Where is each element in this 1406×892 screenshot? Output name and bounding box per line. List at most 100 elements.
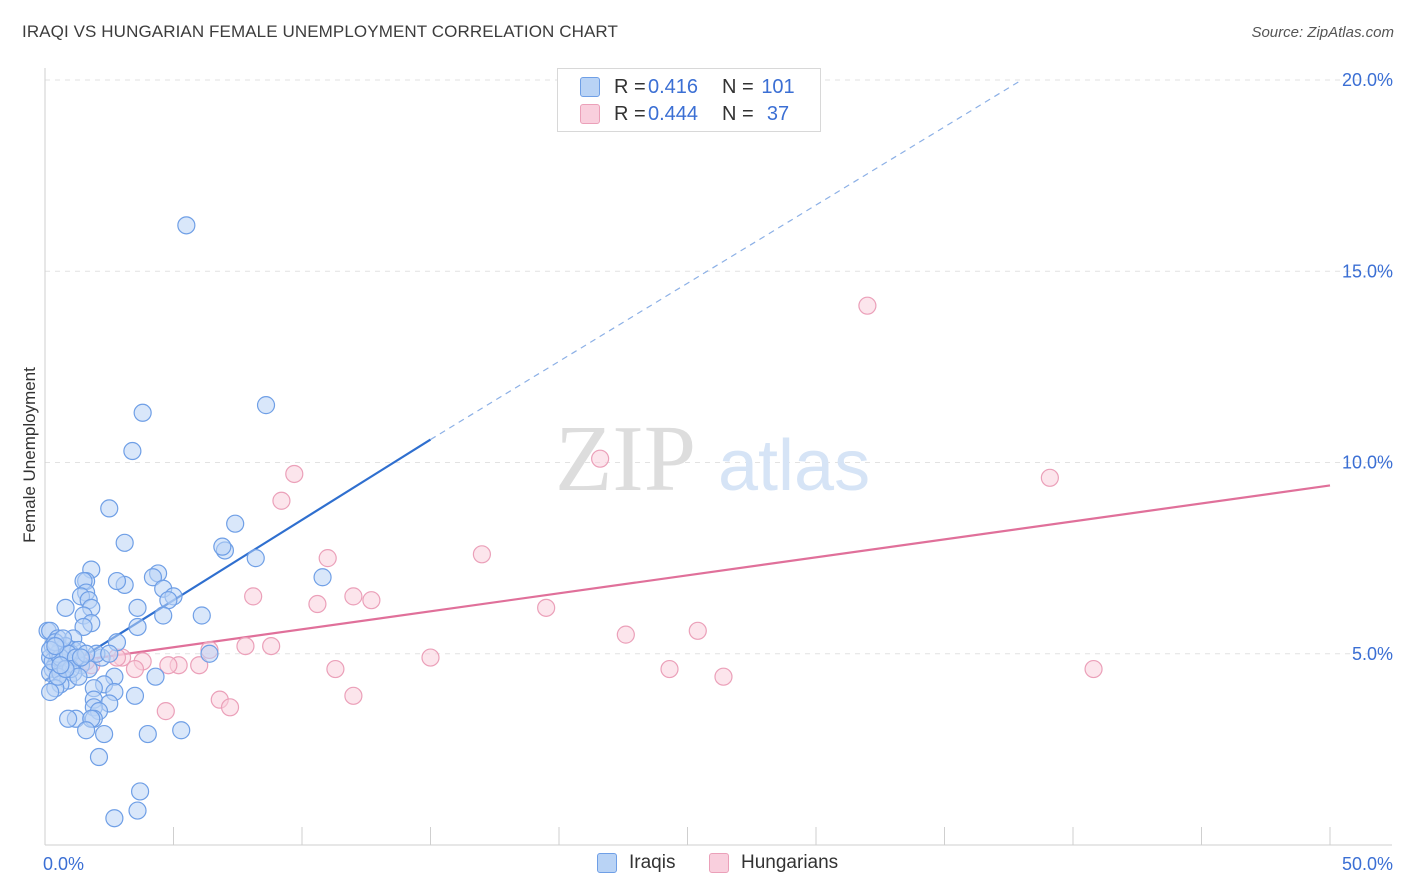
x-tick-label: 0.0%	[43, 854, 84, 874]
hungarian-point	[688, 621, 707, 640]
iraqi-point	[77, 721, 96, 740]
y-tick-label: 20.0%	[1342, 70, 1393, 90]
hungarian-point	[858, 296, 877, 315]
iraqi-point	[107, 571, 127, 591]
iraqi-point	[56, 598, 75, 617]
hungarian-point	[326, 659, 345, 679]
hungarian-point	[318, 549, 337, 568]
legend-swatch-hungarians	[709, 853, 729, 873]
legend-item-iraqis[interactable]: Iraqis	[597, 852, 675, 874]
axis-labels: 5.0% 10.0% 15.0% 20.0% 0.0% 50.0% Female Unemp…	[20, 70, 1393, 874]
iraqi-point	[125, 686, 145, 705]
hungarian-point	[308, 594, 327, 614]
iraqi-point	[138, 724, 157, 744]
iraqi-point	[146, 667, 165, 686]
chart-title: IRAQI VS HUNGARIAN FEMALE UNEMPLOYMENT C…	[22, 22, 618, 41]
iraqi-point	[128, 801, 147, 820]
iraqi-point	[123, 441, 142, 461]
n-label: N =	[722, 102, 754, 125]
data-points	[38, 216, 1103, 828]
hungarian-point	[421, 648, 440, 667]
stats-legend: R = 0.416 N = 101 R = 0.444 N = 37	[557, 68, 821, 132]
y-axis-title: Female Unemployment	[20, 367, 39, 543]
n-label: N =	[722, 75, 754, 98]
n-value: 101	[761, 75, 795, 98]
iraqi-point	[159, 591, 178, 610]
iraqi-point	[213, 537, 232, 556]
iraqi-point	[133, 403, 152, 422]
r-value: 0.416	[648, 75, 699, 98]
hungarian-point	[244, 587, 263, 606]
hungarian-point	[285, 464, 304, 484]
hungarian-point	[236, 636, 255, 656]
hungarian-point	[714, 667, 733, 686]
iraqi-point	[100, 499, 119, 518]
iraqi-point	[313, 568, 332, 587]
hungarian-point	[159, 656, 178, 675]
iraqi-point	[46, 636, 65, 656]
iraqis-trend-extension	[430, 79, 1022, 441]
hungarian-point	[362, 591, 381, 610]
hungarian-point	[156, 702, 175, 721]
hungarians-trend-line	[44, 484, 1331, 667]
iraqi-point	[100, 644, 119, 663]
hungarian-point	[616, 625, 635, 644]
iraqi-point	[41, 682, 60, 702]
iraqi-point	[143, 568, 163, 587]
legend-swatch-hungarians	[580, 104, 600, 124]
r-label: R =	[614, 75, 646, 98]
axes	[44, 68, 1392, 846]
iraqi-point	[154, 606, 173, 625]
hungarian-point	[660, 659, 679, 679]
legend-swatch-iraqis	[597, 853, 617, 873]
watermark-atlas: atlas	[718, 426, 870, 506]
stats-row-iraqis: R = 0.416 N = 101	[580, 75, 798, 99]
iraqi-point	[51, 656, 70, 675]
y-tick-label: 10.0%	[1342, 453, 1393, 473]
legend-item-hungarians[interactable]: Hungarians	[709, 852, 838, 874]
hungarian-point	[1040, 468, 1059, 487]
x-tick-label: 50.0%	[1342, 854, 1393, 874]
iraqi-point	[105, 809, 124, 828]
iraqi-point	[95, 724, 114, 744]
iraqi-point	[115, 533, 134, 552]
stats-row-hungarians: R = 0.444 N = 37	[580, 102, 798, 126]
iraqi-point	[59, 709, 78, 728]
hungarian-point	[190, 656, 209, 675]
source-label: Source: ZipAtlas.com	[1251, 24, 1394, 41]
y-tick-label: 5.0%	[1352, 644, 1393, 664]
y-tick-label: 15.0%	[1342, 261, 1393, 281]
iraqi-point	[128, 617, 147, 637]
hungarian-point	[272, 491, 291, 510]
hungarian-point	[344, 587, 363, 606]
r-label: R =	[614, 102, 646, 125]
hungarian-point	[472, 545, 491, 564]
iraqi-point	[71, 648, 91, 667]
n-value: 37	[766, 102, 790, 125]
legend-label-iraqis: Iraqis	[629, 852, 676, 873]
hungarian-point	[262, 636, 281, 656]
trend-lines	[44, 79, 1331, 682]
hungarian-point	[537, 598, 556, 617]
iraqi-point	[226, 514, 245, 533]
iraqi-point	[256, 396, 276, 415]
hungarian-point	[344, 686, 363, 705]
iraqi-point	[74, 617, 93, 637]
hungarian-point	[220, 698, 240, 717]
hungarian-point	[125, 659, 145, 679]
iraqi-point	[246, 549, 265, 568]
iraqi-point	[128, 598, 147, 617]
iraqi-point	[130, 782, 150, 801]
iraqi-point	[89, 747, 109, 767]
watermark-zip: ZIP	[555, 407, 696, 511]
r-value: 0.444	[648, 102, 699, 125]
iraqi-point	[177, 216, 196, 235]
iraqi-point	[200, 644, 219, 663]
legend-swatch-iraqis	[580, 77, 600, 97]
hungarian-point	[591, 449, 610, 468]
hungarian-point	[1084, 659, 1103, 679]
iraqi-point	[192, 606, 211, 625]
iraqi-point	[172, 721, 191, 740]
legend-label-hungarians: Hungarians	[741, 852, 839, 873]
